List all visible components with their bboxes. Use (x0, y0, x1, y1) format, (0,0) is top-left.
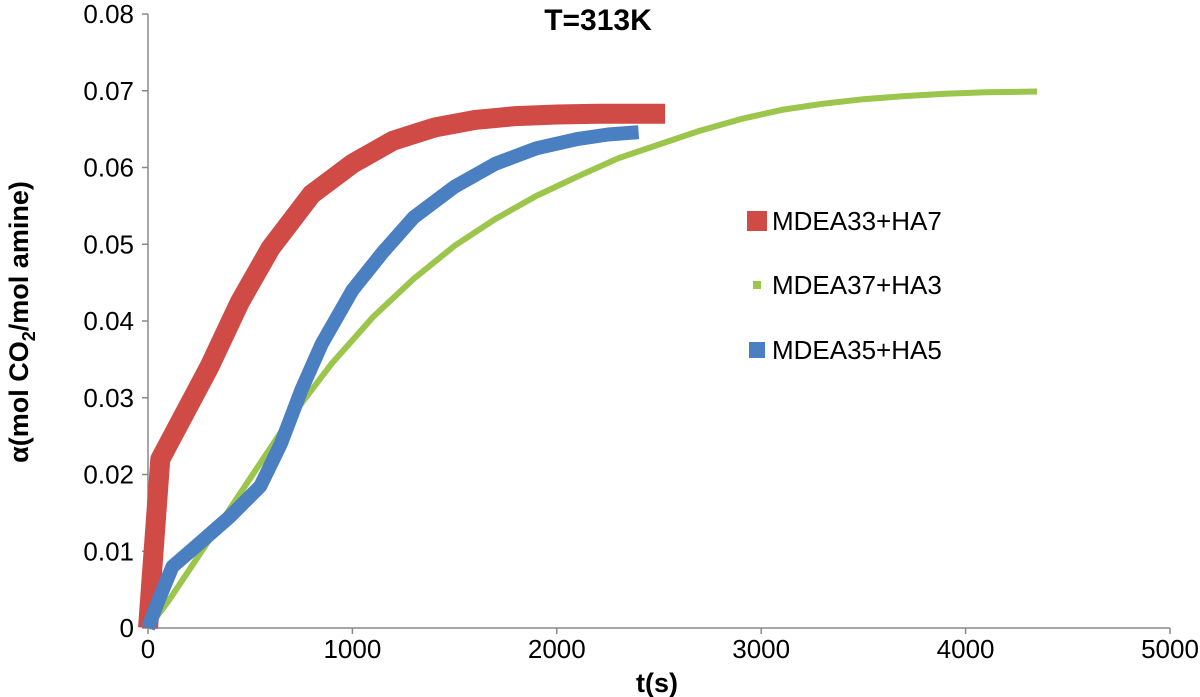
y-tick-label: 0.05 (83, 229, 134, 259)
y-tick-label: 0.08 (83, 0, 134, 29)
x-axis-title: t(s) (636, 668, 678, 697)
y-tick-label: 0.06 (83, 153, 134, 183)
y-tick-label: 0.03 (83, 383, 134, 413)
series-line-mdea33-ha7 (138, 103, 666, 629)
legend-label: MDEA35+HA5 (772, 335, 942, 365)
series-line-mdea35-ha5 (141, 125, 640, 631)
x-tick-label: 1000 (323, 634, 381, 664)
y-tick-label: 0.07 (83, 76, 134, 106)
x-tick-label: 0 (141, 634, 155, 664)
series-line-mdea37-ha3 (145, 88, 1038, 630)
x-tick-label: 3000 (732, 634, 790, 664)
x-ticks: 0 1000 2000 3000 4000 5000 (141, 628, 1199, 664)
y-ticks: 0 0.01 0.02 0.03 0.04 0.05 0.06 0.07 0.08 (83, 0, 148, 643)
legend-swatch (753, 281, 761, 289)
series-layer (138, 88, 1038, 631)
x-tick-label: 4000 (937, 634, 995, 664)
legend-swatch (747, 211, 767, 231)
axes: 0 1000 2000 3000 4000 5000 00.010.020.030.040… (83, 0, 1199, 664)
y-tick-label: 0.01 (83, 536, 134, 566)
y-tick-label: 0 (120, 613, 134, 643)
chart-title: T=313K (544, 4, 652, 37)
legend-label: MDEA37+HA3 (772, 270, 942, 300)
x-tick-label: 5000 (1141, 634, 1199, 664)
y-axis-title-subscript: 2 (19, 331, 39, 341)
legend: MDEA33+HA7 MDEA37+HA3 MDEA35+HA5 (747, 206, 942, 365)
y-tick-label: 0.04 (83, 306, 134, 336)
legend-swatch (749, 342, 765, 358)
y-tick-label: 0.02 (83, 460, 134, 490)
y-axis-title-part-2: /mol amine) (4, 181, 34, 331)
y-axis-title: α(mol CO2/mol amine) (4, 181, 39, 463)
y-axis-title-part-1: α(mol CO (4, 341, 34, 463)
x-tick-label: 2000 (528, 634, 586, 664)
legend-label: MDEA33+HA7 (772, 206, 942, 236)
